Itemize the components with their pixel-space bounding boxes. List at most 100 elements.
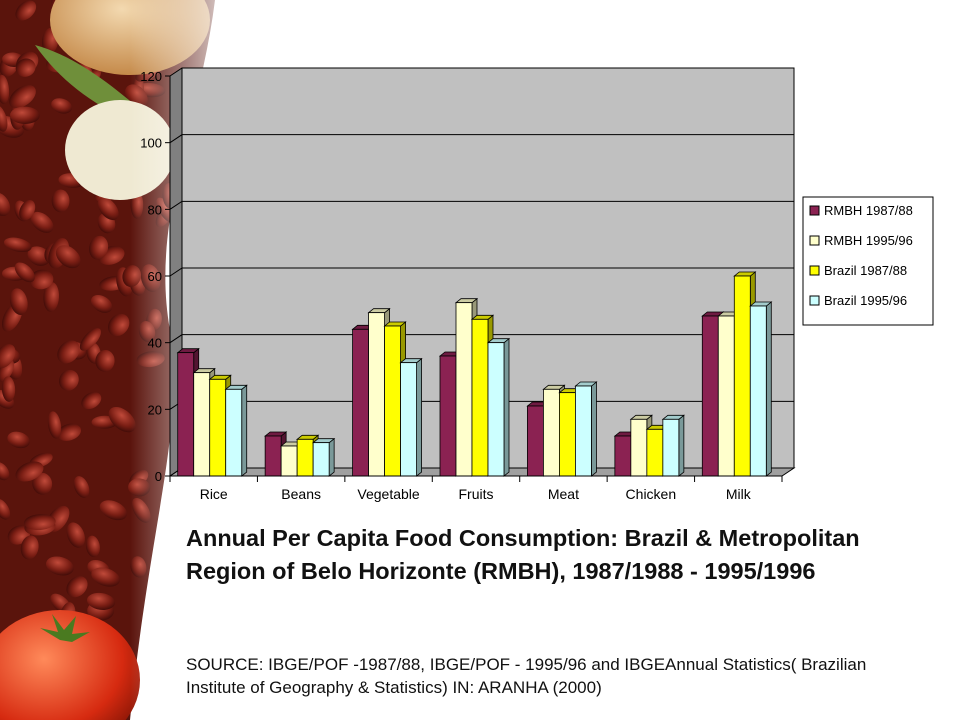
bar xyxy=(661,414,685,477)
bar-front xyxy=(352,328,369,477)
bean-icon xyxy=(108,406,136,433)
bar-front xyxy=(280,445,298,477)
x-tick-label: Vegetable xyxy=(357,486,419,502)
bean-icon xyxy=(79,328,101,351)
x-tick-label: Beans xyxy=(281,486,321,502)
x-tick-label: Fruits xyxy=(459,486,494,502)
bar-front xyxy=(471,318,489,477)
bean-icon xyxy=(1,376,16,402)
bean-icon xyxy=(15,58,36,77)
bar-front xyxy=(209,378,227,477)
legend-label: Brazil 1995/96 xyxy=(824,293,907,308)
y-axis: 0 20 40 60 80 100 120 xyxy=(140,69,171,484)
legend-label: RMBH 1987/88 xyxy=(824,203,913,218)
bean-icon xyxy=(51,189,70,213)
bar-side xyxy=(765,301,772,477)
bean-icon xyxy=(7,431,30,449)
y-tick-label: 120 xyxy=(140,69,162,84)
bean-icon xyxy=(90,294,113,313)
bean-icon xyxy=(66,522,85,548)
bar-front xyxy=(543,388,560,477)
bean-icon xyxy=(32,472,53,495)
bean-icon xyxy=(30,211,54,233)
bar-front xyxy=(646,428,664,477)
bar xyxy=(312,437,336,477)
y-tick-label: 100 xyxy=(140,136,162,151)
bar-front xyxy=(733,275,751,477)
bar-front xyxy=(575,385,592,477)
bean-icon xyxy=(0,105,8,132)
bean-icon xyxy=(89,235,109,260)
gridline xyxy=(169,134,794,144)
bean-icon xyxy=(56,423,82,441)
x-axis: Rice Beans Vegetable Fruits Meat Chicken Milk xyxy=(169,475,783,502)
bar-front xyxy=(455,302,473,477)
bar xyxy=(486,337,511,477)
bean-icon xyxy=(10,106,40,125)
bean-icon xyxy=(97,197,119,221)
bar-front xyxy=(384,325,401,477)
bean-icon xyxy=(20,535,39,560)
bar-side xyxy=(241,384,248,477)
bar-front xyxy=(614,435,632,477)
bar xyxy=(399,357,423,477)
bean-icon xyxy=(19,199,36,221)
legend-swatch xyxy=(809,265,820,276)
legend-swatch xyxy=(809,295,820,306)
bean-icon xyxy=(86,592,116,610)
bean-icon xyxy=(15,461,44,482)
legend: RMBH 1987/88 RMBH 1995/96 Brazil 1987/88 Br… xyxy=(802,196,934,326)
y-tick-label: 0 xyxy=(155,469,162,484)
bean-icon xyxy=(0,344,16,369)
tomato-stem-icon xyxy=(40,614,90,642)
bar-side xyxy=(503,337,510,477)
bar-side xyxy=(678,414,685,477)
y-tick-label: 20 xyxy=(148,402,162,417)
bean-icon xyxy=(51,98,73,114)
bean-icon xyxy=(0,192,11,217)
bean-icon xyxy=(0,462,10,481)
bean-icon xyxy=(14,262,35,283)
bar-front xyxy=(701,315,719,477)
bar-front xyxy=(559,392,576,477)
bean-icon xyxy=(9,85,36,109)
bar-front xyxy=(264,435,282,477)
bar-side xyxy=(416,357,422,477)
legend-label: Brazil 1987/88 xyxy=(824,263,907,278)
bar-front xyxy=(439,355,457,477)
bar-front xyxy=(527,405,544,477)
bar-front xyxy=(312,442,330,477)
bean-icon xyxy=(0,498,11,520)
gridline xyxy=(169,267,794,277)
y-tick-label: 80 xyxy=(148,202,162,217)
bar-front xyxy=(717,315,735,477)
bean-icon xyxy=(91,567,120,587)
bar xyxy=(224,384,248,477)
bar-front xyxy=(225,388,243,477)
y-tick-label: 40 xyxy=(148,336,162,351)
bar-front xyxy=(400,362,417,477)
bar-front xyxy=(296,438,314,477)
bean-icon xyxy=(99,500,128,521)
bar xyxy=(749,301,773,477)
legend-swatch xyxy=(809,205,820,216)
bean-icon xyxy=(108,313,130,337)
bar-front xyxy=(487,342,505,477)
bar-front xyxy=(368,312,385,477)
chart-caption-source: SOURCE: IBGE/POF -1987/88, IBGE/POF - 19… xyxy=(186,655,867,697)
bean-icon xyxy=(27,246,51,266)
legend-swatch xyxy=(809,235,820,246)
y-tick-label: 60 xyxy=(148,269,162,284)
x-tick-label: Meat xyxy=(548,486,579,502)
x-tick-label: Milk xyxy=(726,486,752,502)
bar-side xyxy=(328,437,335,477)
bar-front xyxy=(193,372,211,477)
tomato-image xyxy=(0,610,140,720)
bean-icon xyxy=(81,392,102,410)
x-tick-label: Rice xyxy=(200,486,228,502)
gridline xyxy=(169,67,794,77)
bean-icon xyxy=(43,282,60,312)
gridline xyxy=(169,334,794,344)
bar xyxy=(574,381,598,477)
chart-caption-title: Annual Per Capita Food Consumption: Braz… xyxy=(186,525,860,584)
